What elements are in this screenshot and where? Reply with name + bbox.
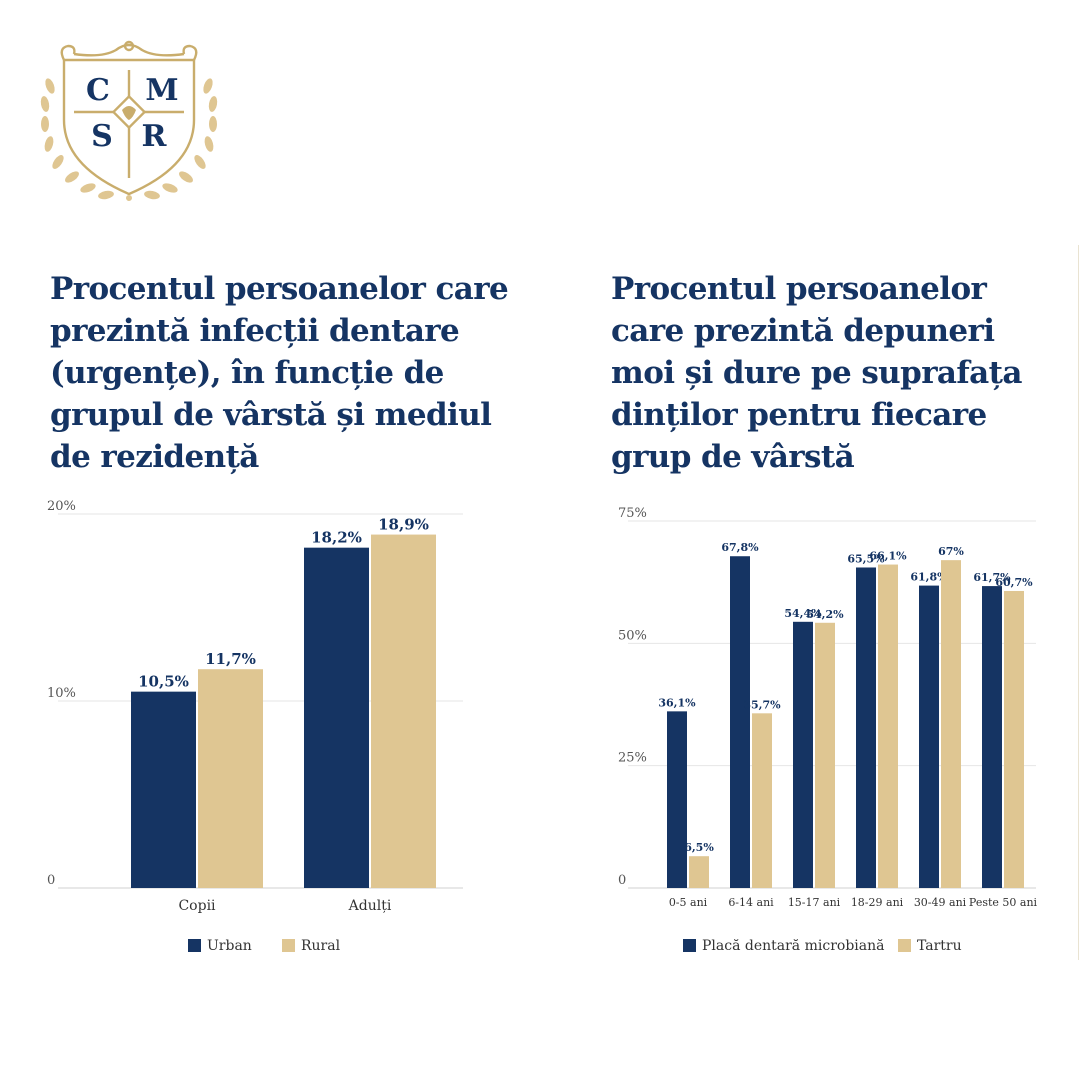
legend-swatch-urban: [188, 939, 201, 952]
bar-urban-adulti: [304, 547, 369, 888]
data-label: 54,2%: [806, 608, 844, 621]
data-label: 18,2%: [311, 529, 362, 547]
bar-placa-dentara-microbiana-18-29-ani: [856, 567, 876, 888]
x-tick-label: 30-49 ani: [914, 896, 967, 909]
cmsr-logo: C M S R: [40, 40, 218, 201]
bar-rural-adulti: [371, 534, 436, 888]
data-label: 60,7%: [995, 576, 1033, 589]
bar-tartru-6-14-ani: [752, 713, 772, 888]
x-tick-label: Copii: [178, 898, 216, 914]
bar-placa-dentara-microbiana-6-14-ani: [730, 556, 750, 888]
chart-title-deposits: Procentul persoanelor care prezintă depu…: [611, 271, 1022, 475]
data-label: 36,1%: [658, 696, 696, 709]
x-tick-label: 6-14 ani: [728, 896, 774, 909]
legend-label: Tartru: [917, 938, 962, 954]
x-tick-label: 15-17 ani: [788, 896, 841, 909]
legend-swatch-tartru: [898, 939, 911, 952]
data-label: 61,7%: [973, 571, 1011, 584]
bar-tartru-0-5-ani: [689, 856, 709, 888]
data-label: 11,7%: [205, 650, 256, 668]
logo-letter-r: R: [142, 119, 168, 154]
logo-letter-m: M: [145, 73, 178, 108]
bar-tartru-peste-50-ani: [1004, 590, 1024, 888]
x-tick-label: 18-29 ani: [851, 896, 904, 909]
x-tick-label: Peste 50 ani: [969, 896, 1038, 909]
data-label: 61,8%: [910, 571, 948, 584]
x-tick-label: 0-5 ani: [669, 896, 708, 909]
y-tick-label: 0: [47, 873, 55, 888]
bar-placa-dentara-microbiana-peste-50-ani: [982, 586, 1002, 888]
chart-title-infections: Procentul persoanelor care prezintă infe…: [50, 271, 509, 475]
data-label: 65,5%: [847, 552, 885, 565]
legend-label: Urban: [207, 938, 252, 954]
legend-swatch-placa-dentara-microbiana: [683, 939, 696, 952]
bar-tartru-30-49-ani: [941, 560, 961, 888]
legend-label: Placă dentară microbiană: [702, 938, 884, 954]
bar-placa-dentara-microbiana-15-17-ani: [793, 621, 813, 888]
bar-placa-dentara-microbiana-0-5-ani: [667, 711, 687, 888]
y-tick-label: 50%: [618, 628, 647, 643]
data-label: 54,4%: [784, 607, 822, 620]
data-label: 67%: [938, 545, 964, 558]
data-label: 66,1%: [869, 550, 907, 563]
data-label: 18,9%: [378, 516, 429, 534]
right-edge-divider: [1078, 245, 1079, 960]
y-tick-label: 0: [618, 873, 626, 888]
bar-tartru-18-29-ani: [878, 564, 898, 888]
y-tick-label: 20%: [47, 499, 76, 514]
bar-placa-dentara-microbiana-30-49-ani: [919, 585, 939, 888]
logo-letter-c: C: [86, 73, 110, 108]
bar-tartru-15-17-ani: [815, 622, 835, 888]
x-tick-label: Adulți: [348, 898, 392, 914]
bar-urban-copii: [131, 691, 196, 888]
y-tick-label: 25%: [618, 751, 647, 766]
data-label: 10,5%: [138, 673, 189, 691]
legend-label: Rural: [301, 938, 341, 954]
data-label: 6,5%: [684, 841, 714, 854]
y-tick-label: 75%: [618, 506, 647, 521]
logo-letter-s: S: [91, 119, 113, 154]
y-tick-label: 10%: [47, 686, 76, 701]
legend-swatch-rural: [282, 939, 295, 952]
data-label: 35,7%: [743, 698, 781, 711]
bar-rural-copii: [198, 669, 263, 888]
data-label: 67,8%: [721, 541, 759, 554]
